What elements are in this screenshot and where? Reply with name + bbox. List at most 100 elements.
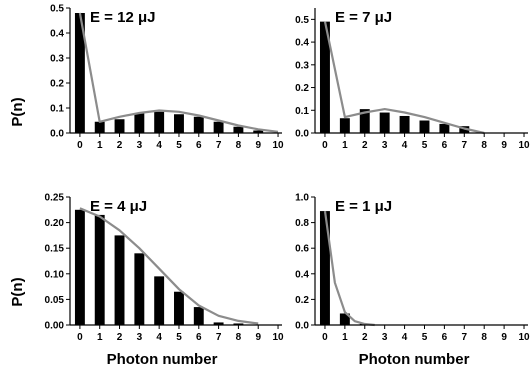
panel-7uJ: 0 1 2 3 4 5 6 7 8 9 10 0.0 0.1 0.2 0.3 0.4 0.5 E = 7 μJ: [295, 8, 530, 151]
y-tick-label: 0.0: [50, 129, 64, 140]
y-axis-label-bottom: P(n): [9, 277, 26, 306]
x-tick-label: 6: [196, 140, 202, 151]
x-tick-label: 8: [236, 140, 242, 151]
panel-12uJ: 0 1 2 3 4 5 6 7 8 9 10 0.0 0.1 0.2 0.3 0.4 0.5 E = 12 μJ: [50, 4, 284, 152]
bar: [439, 123, 450, 133]
y-tick-label: 0.5: [295, 15, 309, 26]
bar: [174, 291, 184, 325]
bar: [74, 209, 85, 325]
bar: [233, 126, 244, 133]
bar: [134, 253, 145, 325]
x-tick-label: 10: [272, 140, 284, 151]
y-tick-label: 1.0: [295, 193, 309, 204]
bar: [213, 121, 224, 133]
x-tick-label: 6: [442, 332, 448, 343]
bar: [114, 235, 125, 325]
x-tick-label: 1: [342, 140, 348, 151]
x-tick-label: 0: [77, 140, 83, 151]
bar: [193, 307, 204, 325]
x-tick-label: 4: [156, 140, 162, 151]
bar: [319, 211, 330, 325]
y-tick-label: 0.4: [295, 269, 309, 280]
y-tick-label: 0.3: [50, 54, 64, 65]
y-tick-label: 0.1: [50, 104, 64, 115]
y-tick-label: 0.0: [295, 129, 309, 140]
bar: [339, 118, 350, 133]
panel-title: E = 1 μJ: [335, 198, 392, 215]
x-tick-label: 10: [518, 332, 530, 343]
bar: [319, 21, 330, 133]
x-tick-label: 3: [137, 140, 143, 151]
x-tick-label: 5: [422, 332, 428, 343]
bar: [359, 109, 370, 133]
bar: [213, 322, 224, 325]
y-tick-label: 0.2: [50, 79, 64, 90]
x-tick-label: 1: [342, 332, 348, 343]
bar: [114, 119, 125, 133]
fit-curve: [79, 207, 259, 325]
fit-curve: [323, 21, 485, 135]
x-tick-label: 5: [176, 332, 182, 343]
y-tick-label: 0.4: [295, 38, 309, 49]
bar: [94, 121, 105, 133]
bar: [174, 114, 184, 133]
bar: [193, 116, 204, 133]
x-tick-label: 9: [255, 332, 261, 343]
panel-4uJ: 0 1 2 3 4 5 6 7 8 9 10 0.00 0.05 0.10 0.15 0.20 0.25 E = …: [45, 193, 285, 344]
x-tick-label: 9: [501, 140, 507, 151]
bar: [379, 112, 390, 133]
panel-title: E = 7 μJ: [335, 9, 392, 26]
y-axis-label-top: P(n): [9, 97, 26, 126]
y-tick-label: 0.0: [295, 321, 309, 332]
x-tick-label: 1: [97, 140, 103, 151]
x-tick-label: 7: [216, 140, 222, 151]
x-tick-label: 10: [272, 332, 284, 343]
y-tick-label: 0.1: [295, 106, 309, 117]
x-tick-label: 5: [176, 140, 182, 151]
x-tick-label: 4: [156, 332, 162, 343]
x-tick-label: 8: [481, 332, 487, 343]
x-tick-label: 3: [137, 332, 143, 343]
x-tick-label: 1: [97, 332, 103, 343]
bar: [94, 214, 105, 325]
y-tick-label: 0.15: [45, 244, 65, 255]
x-tick-label: 7: [216, 332, 222, 343]
fit-curve: [323, 210, 375, 327]
y-tick-label: 0.00: [45, 321, 65, 332]
x-tick-label: 0: [77, 332, 83, 343]
x-tick-label: 4: [402, 140, 408, 151]
x-tick-label: 6: [442, 140, 448, 151]
x-tick-label: 2: [117, 140, 123, 151]
x-tick-label: 4: [402, 332, 408, 343]
x-tick-label: 5: [422, 140, 428, 151]
y-tick-label: 0.2: [295, 83, 309, 94]
y-tick-label: 0.20: [45, 218, 65, 229]
bar: [154, 111, 165, 133]
x-tick-label: 0: [322, 140, 328, 151]
x-tick-label: 9: [255, 140, 261, 151]
x-tick-label: 2: [117, 332, 123, 343]
x-tick-label: 2: [362, 140, 368, 151]
x-tick-label: 9: [501, 332, 507, 343]
x-tick-label: 3: [382, 140, 388, 151]
x-tick-label: 2: [362, 332, 368, 343]
y-tick-label: 0.25: [45, 193, 65, 204]
x-tick-label: 8: [236, 332, 242, 343]
y-tick-label: 0.4: [50, 29, 64, 40]
y-tick-label: 0.3: [295, 60, 309, 71]
x-tick-label: 7: [462, 332, 468, 343]
fit-curve: [78, 12, 279, 133]
x-tick-label: 3: [382, 332, 388, 343]
y-tick-label: 0.6: [295, 244, 309, 255]
x-tick-label: 7: [462, 140, 468, 151]
x-tick-label: 0: [322, 332, 328, 343]
x-tick-label: 6: [196, 332, 202, 343]
y-tick-label: 0.10: [45, 269, 65, 280]
panel-1uJ: 0 1 2 3 4 5 6 7 8 9 10 0.0 0.2 0.4 0.6 0.8 1.0 E = 1 μJ: [295, 193, 530, 344]
panel-title: E = 12 μJ: [90, 9, 155, 26]
bar: [399, 115, 410, 133]
bar: [154, 276, 165, 325]
y-tick-label: 0.05: [45, 295, 65, 306]
bar: [134, 113, 145, 133]
bar: [253, 130, 264, 133]
